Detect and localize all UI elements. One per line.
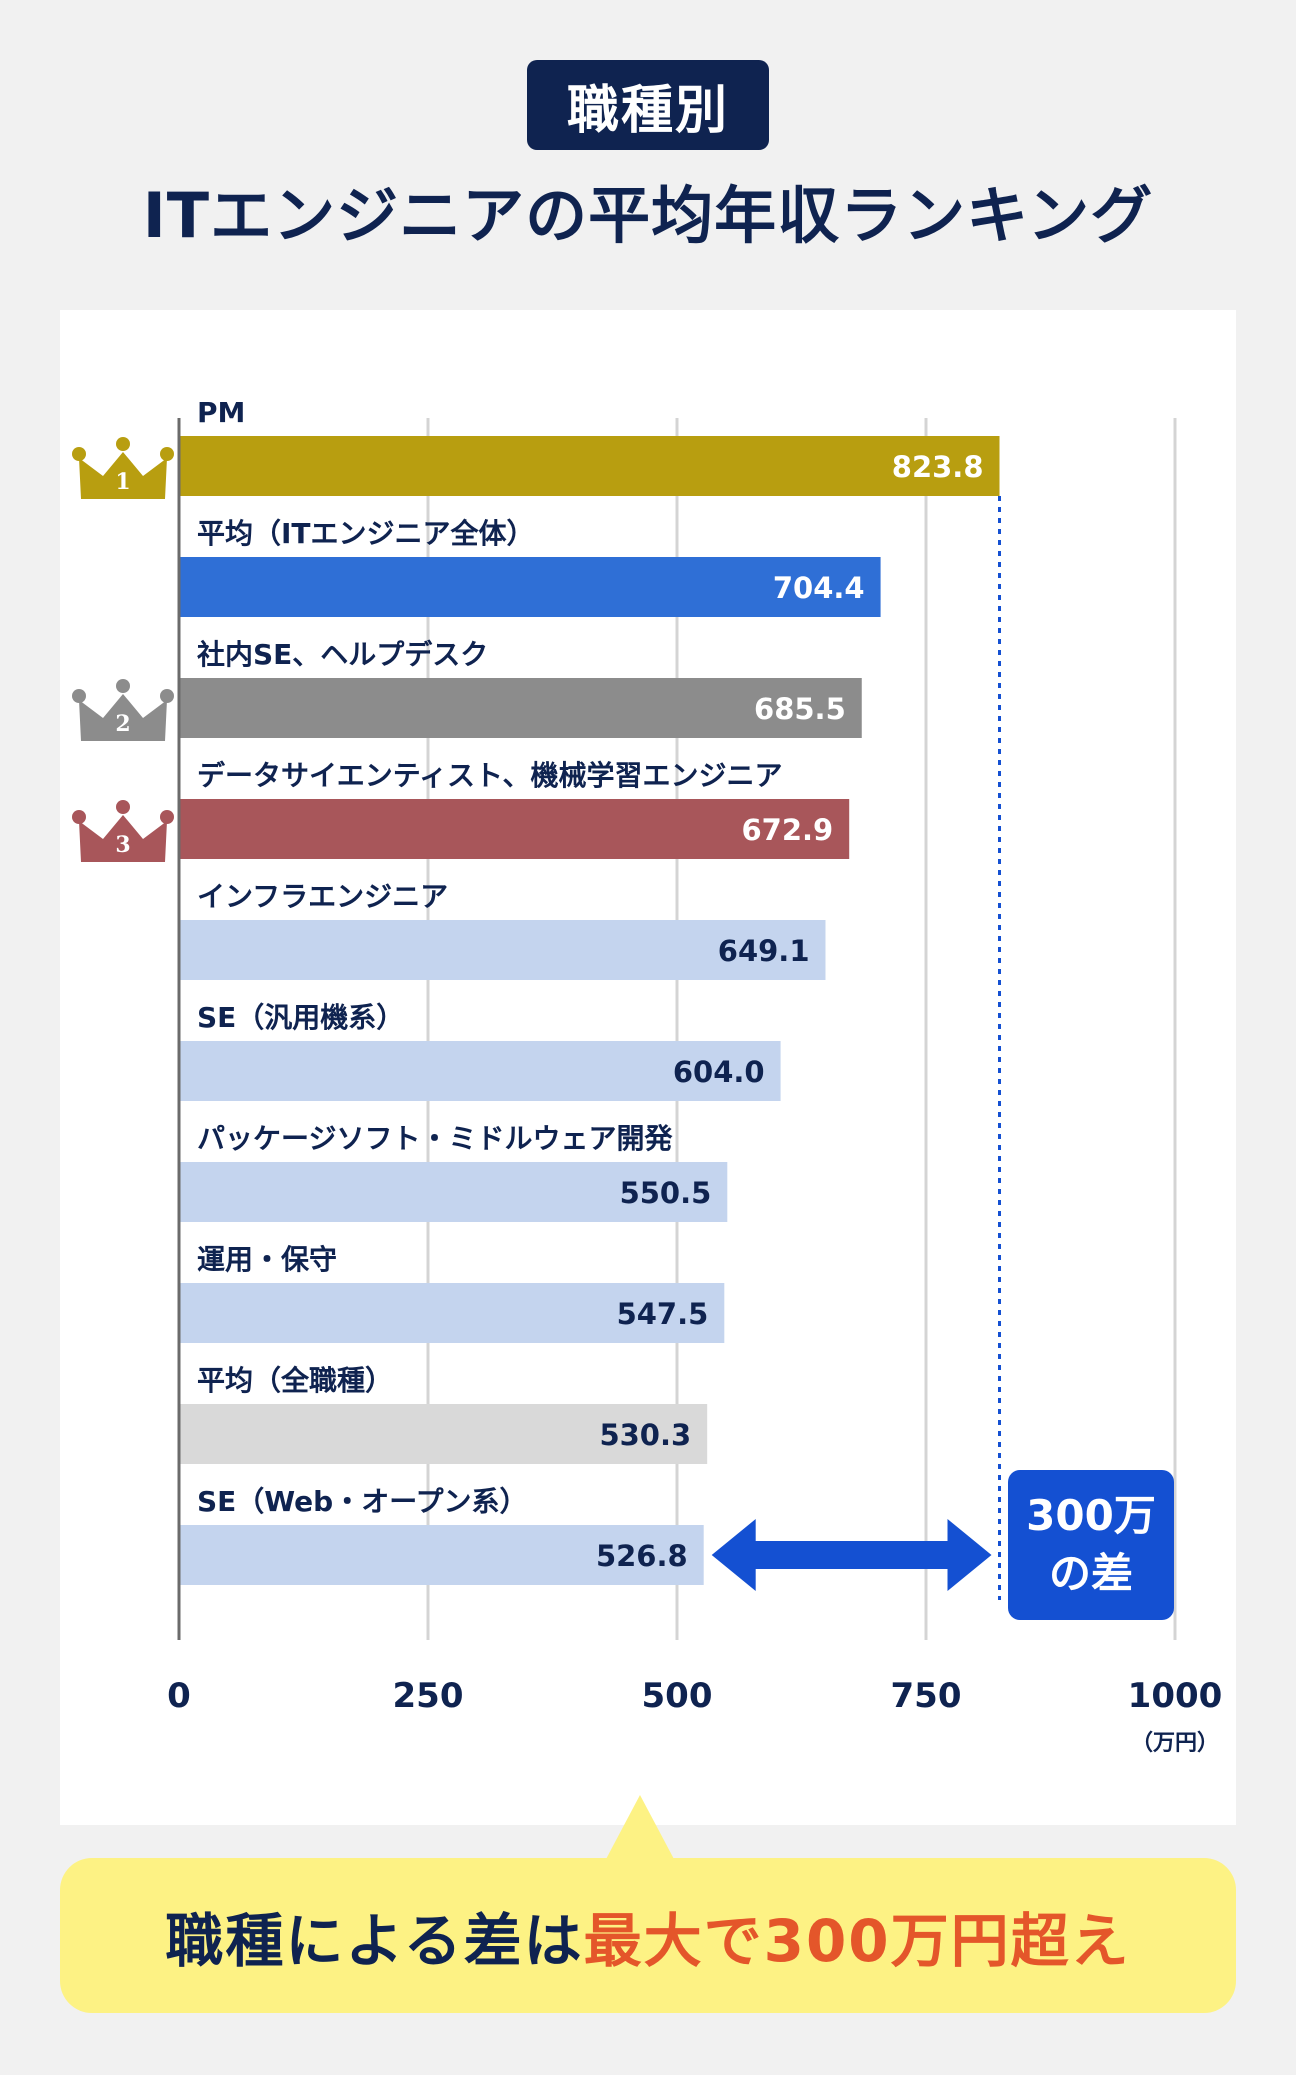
svg-text:3: 3	[115, 832, 130, 858]
category-label: PM	[197, 396, 245, 429]
data-label: 547.5	[617, 1297, 709, 1331]
difference-label-box	[1008, 1470, 1174, 1620]
bar	[179, 1525, 704, 1585]
data-label: 685.5	[754, 692, 846, 726]
bar	[179, 436, 1000, 496]
category-label: SE（Web・オープン系）	[197, 1485, 528, 1518]
unit-label: （万円）	[1131, 1731, 1219, 1756]
bar-chart: PM 823.8 平均（ITエンジニア全体） 704.4 社内SE、ヘルプデスク 685.…	[72, 396, 1223, 1756]
category-label: 運用・保守	[197, 1243, 337, 1276]
data-label: 526.8	[596, 1539, 688, 1573]
bar	[179, 799, 850, 859]
category-label: データサイエンティスト、機械学習エンジニア	[197, 759, 782, 792]
bar	[179, 1404, 708, 1464]
bar	[179, 1162, 728, 1222]
difference-label-line1: 300万	[1026, 1491, 1156, 1540]
category-label: 社内SE、ヘルプデスク	[197, 638, 488, 671]
x-tick-label: 1000	[1128, 1676, 1223, 1716]
bar	[179, 1283, 725, 1343]
rank-crown-icon: 2	[72, 679, 174, 741]
svg-text:2: 2	[115, 711, 130, 737]
double-arrow-icon	[711, 1519, 992, 1591]
callout-text-highlight: 最大で300万円超え	[583, 1906, 1131, 1975]
bar	[179, 678, 862, 738]
x-tick-label: 500	[642, 1676, 713, 1716]
x-tick-label: 250	[393, 1676, 464, 1716]
title-badge: 職種別	[527, 60, 769, 150]
data-label: 550.5	[620, 1176, 712, 1210]
x-tick-label: 0	[167, 1676, 191, 1716]
data-label: 704.4	[773, 571, 865, 605]
category-label: SE（汎用機系）	[197, 1001, 404, 1034]
page-title: ITエンジニアの平均年収ランキング	[142, 179, 1154, 252]
data-label: 530.3	[599, 1418, 691, 1452]
bar	[179, 557, 881, 617]
x-tick-label: 750	[891, 1676, 962, 1716]
callout-pointer	[605, 1795, 675, 1861]
rank-crown-icon: 3	[72, 800, 174, 862]
bar	[179, 1041, 781, 1101]
difference-label-line2: の差	[1049, 1549, 1133, 1598]
data-label: 672.9	[741, 813, 833, 847]
category-label: パッケージソフト・ミドルウェア開発	[197, 1122, 673, 1155]
bar	[179, 920, 826, 980]
category-label: 平均（全職種）	[197, 1364, 393, 1397]
data-label: 604.0	[673, 1055, 765, 1089]
summary-callout: 職種による差は 最大で300万円超え	[60, 1858, 1236, 2013]
category-label: インフラエンジニア	[197, 880, 448, 913]
callout-text-main: 職種による差は	[165, 1906, 584, 1975]
chart-panel: PM 823.8 平均（ITエンジニア全体） 704.4 社内SE、ヘルプデスク 685.…	[60, 310, 1236, 1825]
data-label: 823.8	[892, 450, 984, 484]
svg-text:1: 1	[115, 469, 130, 495]
rank-crown-icon: 1	[72, 437, 174, 499]
category-label: 平均（ITエンジニア全体）	[197, 517, 535, 550]
data-label: 649.1	[718, 934, 810, 968]
